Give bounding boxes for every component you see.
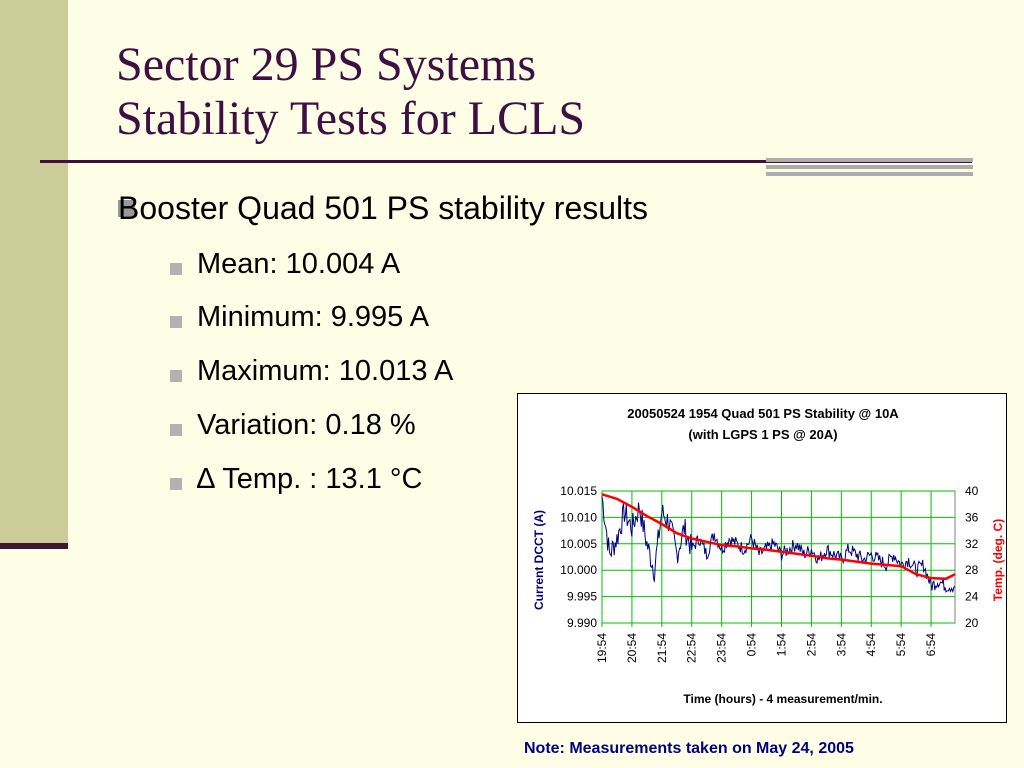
y-axis-left-label: Current DCCT (A) bbox=[532, 510, 546, 610]
sub-bullet-variation: Variation: 0.18 % bbox=[197, 409, 416, 441]
x-tick-label: 5:54 bbox=[894, 633, 908, 657]
x-tick-label: 0:54 bbox=[745, 633, 759, 657]
y-right-tick-label: 40 bbox=[965, 484, 979, 498]
slide-title: Sector 29 PS Systems Stability Tests for… bbox=[116, 38, 585, 146]
x-tick-label: 23:54 bbox=[715, 633, 729, 663]
x-tick-label: 6:54 bbox=[924, 633, 938, 657]
y-left-tick-label: 10.015 bbox=[560, 484, 597, 498]
y-right-tick-label: 36 bbox=[965, 510, 979, 524]
y-left-tick-label: 10.010 bbox=[560, 510, 597, 524]
sub-bullet-minimum: Minimum: 9.995 A bbox=[197, 301, 430, 333]
x-tick-label: 20:54 bbox=[625, 633, 639, 663]
bullet-marker bbox=[118, 200, 135, 217]
chart-grid bbox=[601, 490, 956, 627]
side-decoration-band bbox=[0, 0, 68, 543]
y-left-tick-label: 10.000 bbox=[560, 563, 597, 577]
x-tick-label: 2:54 bbox=[804, 633, 818, 657]
plot-frame bbox=[601, 490, 956, 624]
y-left-tick-label: 10.005 bbox=[560, 537, 597, 551]
sub-bullet-marker bbox=[170, 263, 182, 275]
chart-title-line-1: 20050524 1954 Quad 501 PS Stability @ 10… bbox=[627, 406, 899, 421]
sub-bullet-marker bbox=[170, 316, 182, 328]
x-tick-label: 21:54 bbox=[655, 633, 669, 663]
y-right-tick-label: 20 bbox=[965, 616, 979, 630]
chart-svg: 20050524 1954 Quad 501 PS Stability @ 10… bbox=[532, 406, 1005, 706]
sub-bullet-marker bbox=[170, 370, 182, 382]
x-tick-label: 22:54 bbox=[685, 633, 699, 663]
title-divider bbox=[40, 160, 972, 163]
x-tick-label: 19:54 bbox=[595, 633, 609, 663]
x-tick-label: 4:54 bbox=[864, 633, 878, 657]
x-tick-label: 1:54 bbox=[774, 633, 788, 657]
y-right-tick-label: 28 bbox=[965, 563, 979, 577]
side-decoration-bar bbox=[0, 543, 68, 549]
y-left-tick-label: 9.995 bbox=[567, 590, 597, 604]
y-axis-right-label: Temp. (deg. C) bbox=[991, 519, 1005, 601]
title-line-2: Stability Tests for LCLS bbox=[116, 92, 586, 145]
sub-bullet-marker bbox=[170, 478, 182, 490]
y-left-tick-label: 9.990 bbox=[567, 616, 597, 630]
sub-bullet-maximum: Maximum: 10.013 A bbox=[197, 355, 454, 387]
chart-tick-labels: 10.015 40 10.010 36 10.005 32 10.000 28 9.995 24 9… bbox=[560, 484, 978, 663]
divider-accent bbox=[766, 158, 973, 179]
measurement-note: Note: Measurements taken on May 24, 2005 bbox=[524, 740, 854, 757]
chart-title-line-2: (with LGPS 1 PS @ 20A) bbox=[688, 427, 837, 442]
x-tick-label: 3:54 bbox=[834, 633, 848, 657]
temperature-series-line bbox=[601, 493, 956, 581]
sub-bullet-mean: Mean: 10.004 A bbox=[197, 248, 401, 280]
y-right-tick-label: 32 bbox=[965, 537, 979, 551]
y-right-tick-label: 24 bbox=[965, 590, 979, 604]
sub-bullet-delta-temp: ∆ Temp. : 13.1 °C bbox=[197, 463, 423, 495]
sub-bullet-marker bbox=[170, 424, 182, 436]
stability-chart: 20050524 1954 Quad 501 PS Stability @ 10… bbox=[517, 393, 1007, 723]
x-axis-label: Time (hours) - 4 measurement/min. bbox=[683, 692, 882, 706]
title-line-1: Sector 29 PS Systems bbox=[116, 38, 537, 91]
main-bullet: Booster Quad 501 PS stability results bbox=[118, 190, 649, 226]
chart-plot-area bbox=[601, 493, 956, 594]
